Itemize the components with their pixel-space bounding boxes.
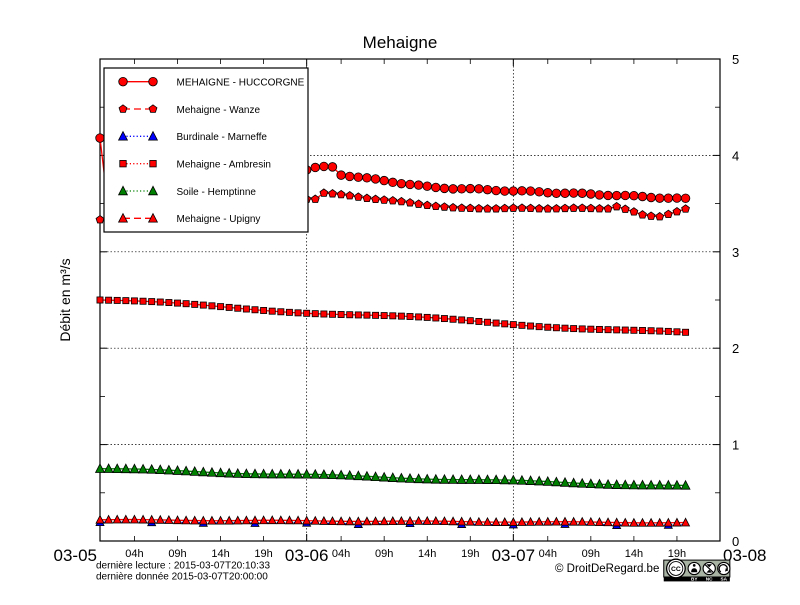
svg-text:Mehaigne - Upigny: Mehaigne - Upigny [177,214,261,225]
svg-text:NC: NC [706,577,713,582]
svg-text:14h: 14h [418,548,436,560]
svg-text:BY: BY [691,577,698,582]
svg-text:14h: 14h [625,548,643,560]
svg-text:2: 2 [732,341,739,356]
svg-text:Mehaigne - Ambresin: Mehaigne - Ambresin [177,159,272,170]
svg-text:dernière lecture : 2015-03-07T: dernière lecture : 2015-03-07T20:10:33 [96,561,270,572]
svg-text:19h: 19h [668,548,686,560]
svg-text:09h: 09h [375,548,393,560]
svg-text:Soile - Hemptinne: Soile - Hemptinne [177,187,257,198]
svg-text:03-05: 03-05 [54,546,97,565]
svg-text:09h: 09h [168,548,186,560]
svg-text:dernière donnée 2015-03-07T20: dernière donnée 2015-03-07T20:00:00 [96,572,268,583]
svg-text:19h: 19h [461,548,479,560]
svg-text:03-07: 03-07 [492,546,535,565]
svg-text:CC: CC [671,566,681,573]
svg-text:1: 1 [732,438,739,453]
svg-text:Mehaigne - Wanze: Mehaigne - Wanze [177,105,261,116]
svg-text:19h: 19h [254,548,272,560]
svg-text:3: 3 [732,245,739,260]
svg-text:Mehaigne: Mehaigne [363,33,438,52]
svg-text:04h: 04h [539,548,557,560]
svg-text:09h: 09h [582,548,600,560]
svg-text:Débit en m³/s: Débit en m³/s [57,258,73,341]
svg-text:03-06: 03-06 [285,546,328,565]
svg-text:© DroitDeRegard.be: © DroitDeRegard.be [555,563,659,575]
svg-text:Burdinale - Marneffe: Burdinale - Marneffe [177,132,268,143]
svg-text:14h: 14h [211,548,229,560]
svg-text:MEHAIGNE - HUCCORGNE: MEHAIGNE - HUCCORGNE [177,77,305,88]
svg-text:4: 4 [732,148,739,163]
svg-text:5: 5 [732,52,739,67]
svg-text:04h: 04h [332,548,350,560]
svg-text:SA: SA [721,577,728,582]
svg-text:04h: 04h [125,548,143,560]
